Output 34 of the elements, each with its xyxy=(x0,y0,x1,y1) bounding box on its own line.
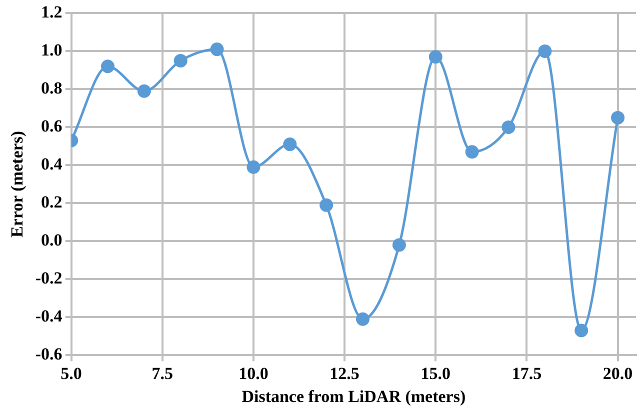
point xyxy=(283,138,297,152)
point xyxy=(320,198,334,212)
point xyxy=(137,84,151,98)
y-tick-label: -0.2 xyxy=(35,268,62,288)
point xyxy=(100,60,114,74)
y-tick-label: -0.4 xyxy=(35,306,63,326)
y-tick-label: 0.6 xyxy=(41,116,62,136)
x-tick-label: 7.5 xyxy=(152,364,174,383)
x-tick-label: 5.0 xyxy=(60,364,82,383)
x-axis-title: Distance from LiDAR (meters) xyxy=(242,387,466,406)
x-tick-label: 12.5 xyxy=(330,364,360,383)
y-tick-label: 0.0 xyxy=(41,230,62,250)
point xyxy=(210,42,224,56)
point xyxy=(174,54,188,68)
point xyxy=(356,312,370,326)
y-tick-label: 1.2 xyxy=(41,2,62,22)
y-axis-title: Error (meters) xyxy=(8,130,27,238)
point xyxy=(246,160,260,174)
y-tick-label: 0.4 xyxy=(41,154,63,174)
y-tick-label: -0.6 xyxy=(35,344,62,364)
x-tick-label: 17.5 xyxy=(512,364,542,383)
x-tick-label: 15.0 xyxy=(420,364,450,383)
point xyxy=(538,44,552,58)
point xyxy=(465,145,479,159)
y-tick-label: 0.8 xyxy=(41,78,62,98)
point xyxy=(574,324,588,338)
point xyxy=(428,50,442,64)
point xyxy=(611,110,625,124)
point xyxy=(502,120,516,134)
x-tick-label: 10.0 xyxy=(238,364,268,383)
y-tick-label: 0.2 xyxy=(41,192,62,212)
y-tick-label: 1.0 xyxy=(41,40,62,60)
point xyxy=(392,238,406,252)
x-tick-label: 20.0 xyxy=(602,364,633,383)
